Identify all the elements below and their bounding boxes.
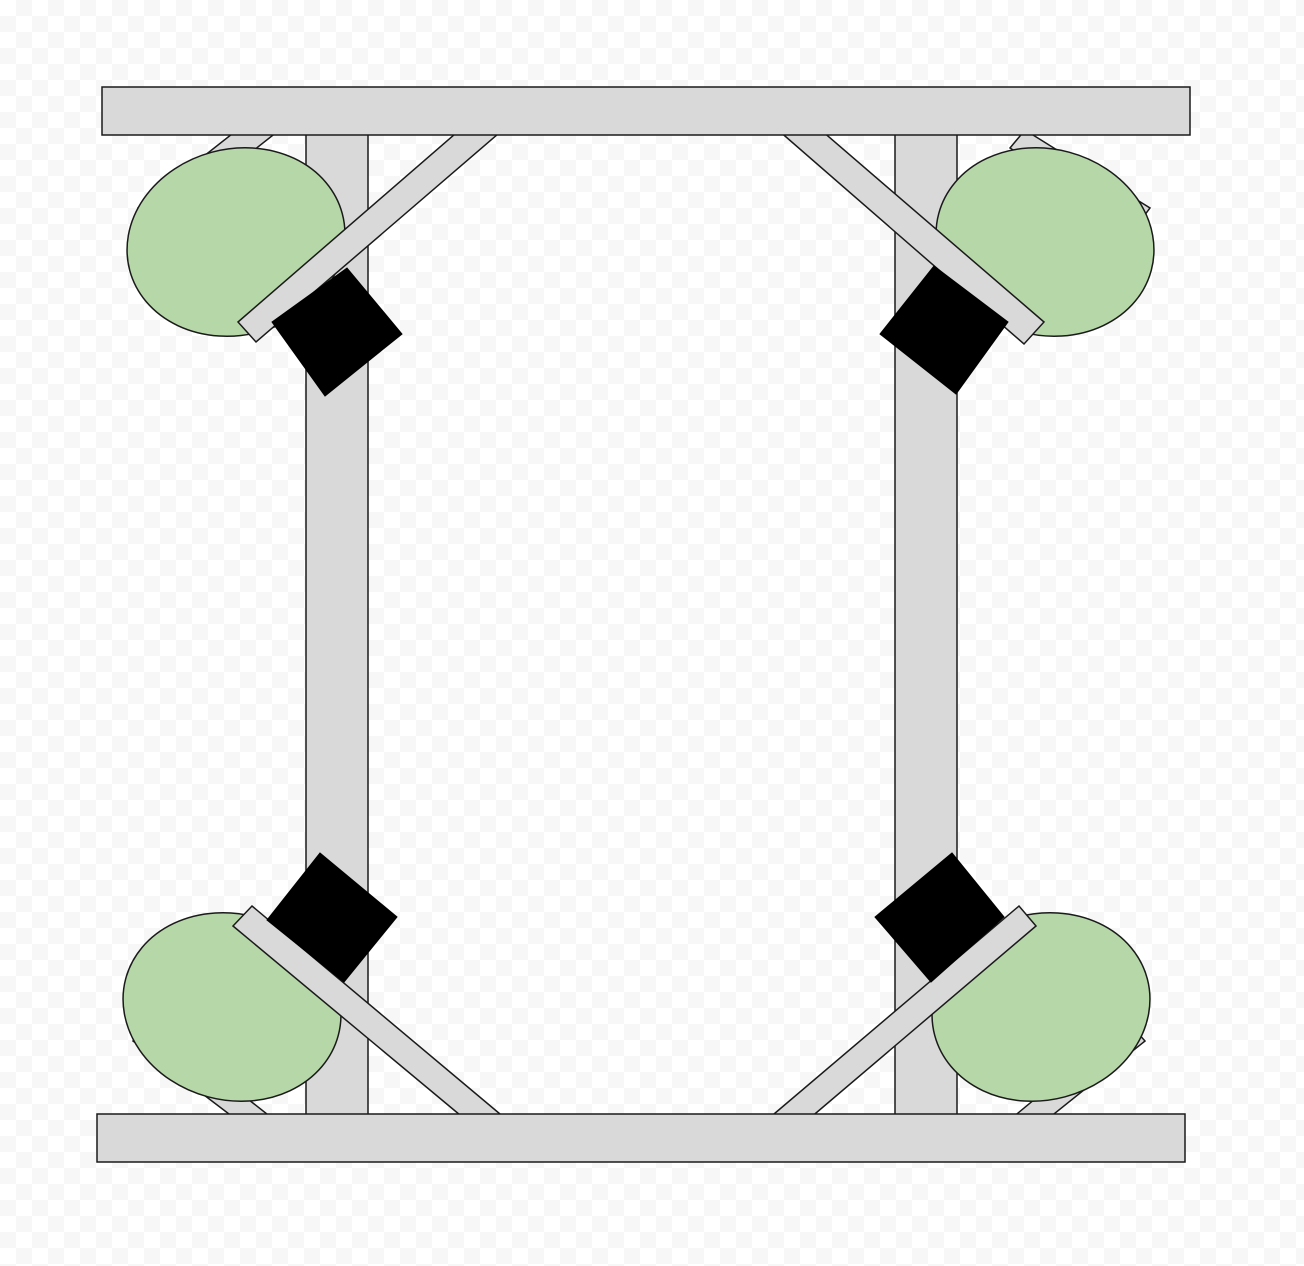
clamp-block xyxy=(874,852,1005,983)
clamp-block xyxy=(271,267,403,397)
clamp-block xyxy=(266,852,398,983)
corner-top-right xyxy=(776,111,1155,395)
corner-bottom-right xyxy=(772,852,1151,1131)
corner-top-left xyxy=(126,106,507,397)
clamp-block xyxy=(879,265,1009,395)
bottom-rail xyxy=(96,1113,1186,1163)
corner-bottom-left xyxy=(122,852,502,1131)
top-rail xyxy=(101,86,1191,136)
